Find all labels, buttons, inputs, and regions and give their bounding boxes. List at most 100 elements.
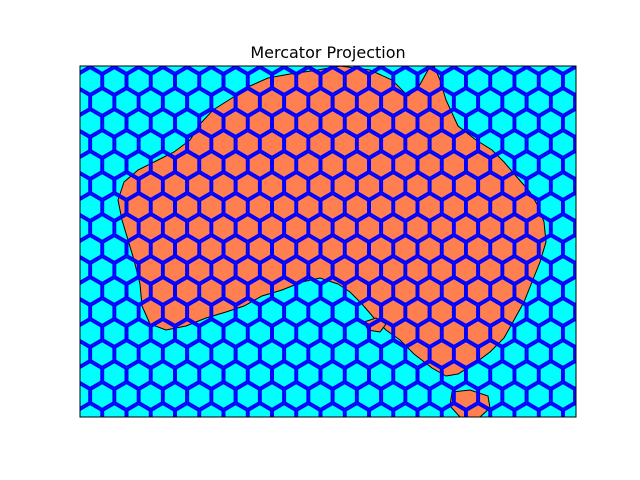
hexagon-cell bbox=[102, 192, 127, 222]
hexagon-cell bbox=[429, 171, 454, 201]
hexagon-cell bbox=[308, 87, 333, 117]
hexagon-cell bbox=[381, 171, 406, 201]
hexagon-cell bbox=[405, 381, 430, 411]
hexagon-cell bbox=[162, 297, 188, 327]
hexagon-cell bbox=[211, 66, 236, 75]
hexagon-cell bbox=[308, 171, 333, 201]
hexagon-cell bbox=[526, 297, 551, 327]
hexagon-cell bbox=[284, 87, 309, 117]
hexagon-cell bbox=[429, 297, 454, 327]
hexagon-cell bbox=[80, 341, 91, 367]
hexagon-cell bbox=[114, 213, 139, 243]
hexagon-cell bbox=[162, 255, 188, 285]
hexagon-cell bbox=[247, 234, 272, 264]
hexagon-cell bbox=[393, 108, 418, 138]
hexagon-cell bbox=[320, 150, 345, 180]
hexagon-cell bbox=[284, 129, 309, 159]
hexagon-cell bbox=[429, 255, 454, 285]
hexagon-cell bbox=[393, 192, 418, 222]
hexagon-cell bbox=[429, 339, 454, 369]
hexagon-cell bbox=[80, 192, 103, 222]
hexagon-cell bbox=[235, 129, 260, 159]
hexagon-cell bbox=[114, 255, 139, 285]
hexagon-cell bbox=[223, 192, 248, 222]
hexagon-cell bbox=[259, 381, 285, 411]
hexagon-cell bbox=[502, 339, 527, 369]
hexagon-cell bbox=[284, 171, 309, 201]
hexagon-cell bbox=[102, 318, 127, 348]
hexagon-cell bbox=[308, 66, 333, 75]
hexagon-cell bbox=[550, 297, 576, 327]
hexagon-cell bbox=[478, 129, 503, 159]
hexagon-cell bbox=[247, 360, 272, 390]
hexagon-cell bbox=[441, 402, 466, 417]
hexagon-cell bbox=[405, 297, 430, 327]
hexagon-cell bbox=[296, 192, 321, 222]
hexagon-cell bbox=[187, 213, 212, 243]
hexagon-cell bbox=[441, 66, 466, 96]
hexagon-cell bbox=[393, 66, 418, 96]
hexagon-cell bbox=[465, 66, 491, 96]
hexagon-cell bbox=[514, 276, 539, 306]
hexagon-cell bbox=[381, 87, 406, 117]
hexagon-cell bbox=[356, 171, 382, 201]
hexagon-cell bbox=[199, 192, 224, 222]
hexagon-cell bbox=[80, 215, 91, 241]
hexagon-cell bbox=[80, 89, 91, 115]
hexagon-cell bbox=[538, 66, 563, 96]
hexagon-cell bbox=[514, 150, 539, 180]
hexagon-cell bbox=[175, 360, 200, 390]
hexagon-cell bbox=[284, 381, 309, 411]
hexagon-cell bbox=[478, 339, 503, 369]
hexagon-cell bbox=[187, 66, 212, 75]
hexagon-cell bbox=[235, 381, 260, 411]
hexagon-cell bbox=[138, 87, 163, 117]
hexagon-cell bbox=[320, 360, 345, 390]
hexagon-cell bbox=[114, 171, 139, 201]
hexagon-cell bbox=[272, 66, 297, 96]
hexagon-cell bbox=[405, 87, 430, 117]
hexagon-cell bbox=[381, 213, 406, 243]
hexagon-cell bbox=[199, 66, 224, 96]
hexagon-cell bbox=[150, 318, 175, 348]
hexagon-cell bbox=[272, 318, 297, 348]
hexagon-cell bbox=[320, 402, 345, 417]
hexagon-cell bbox=[235, 255, 260, 285]
hexagon-cell bbox=[453, 255, 479, 285]
hexagon-cell bbox=[272, 402, 297, 417]
hexagon-cell bbox=[162, 213, 188, 243]
hexagon-cell bbox=[90, 66, 115, 75]
hexagon-cell bbox=[393, 360, 418, 390]
hexagon-cell bbox=[332, 381, 357, 411]
hexagon-cell bbox=[150, 402, 175, 417]
hexagon-cell bbox=[102, 150, 127, 180]
hexagon-cell bbox=[199, 108, 224, 138]
hexagon-cell bbox=[150, 276, 175, 306]
hexagon-cell bbox=[211, 297, 236, 327]
hexagon-cell bbox=[320, 192, 345, 222]
hexagon-cell bbox=[187, 129, 212, 159]
hexagon-cell bbox=[356, 129, 382, 159]
hexagon-cell bbox=[80, 360, 103, 390]
hexagon-cell bbox=[296, 66, 321, 96]
hexagon-cell bbox=[417, 66, 442, 96]
hexagon-cell bbox=[344, 234, 369, 264]
hexagon-cell bbox=[393, 318, 418, 348]
hexagon-cell bbox=[296, 360, 321, 390]
hexagon-cell bbox=[296, 276, 321, 306]
hexagon-cell bbox=[550, 255, 576, 285]
map-frame bbox=[79, 65, 577, 418]
hexagon-cell bbox=[175, 108, 200, 138]
hexagon-cell bbox=[344, 66, 369, 96]
hexagon-cell bbox=[550, 381, 576, 411]
hexagon-cell bbox=[223, 318, 248, 348]
hexagon-cell bbox=[308, 381, 333, 411]
hexagon-cell bbox=[223, 234, 248, 264]
hexagon-cell bbox=[150, 108, 175, 138]
hexagon-cell bbox=[187, 297, 212, 327]
hexagon-cell bbox=[187, 339, 212, 369]
hexagon-cell bbox=[223, 150, 248, 180]
hexagon-cell bbox=[235, 87, 260, 117]
hexagon-cell bbox=[332, 339, 357, 369]
hexagon-cell bbox=[514, 108, 539, 138]
